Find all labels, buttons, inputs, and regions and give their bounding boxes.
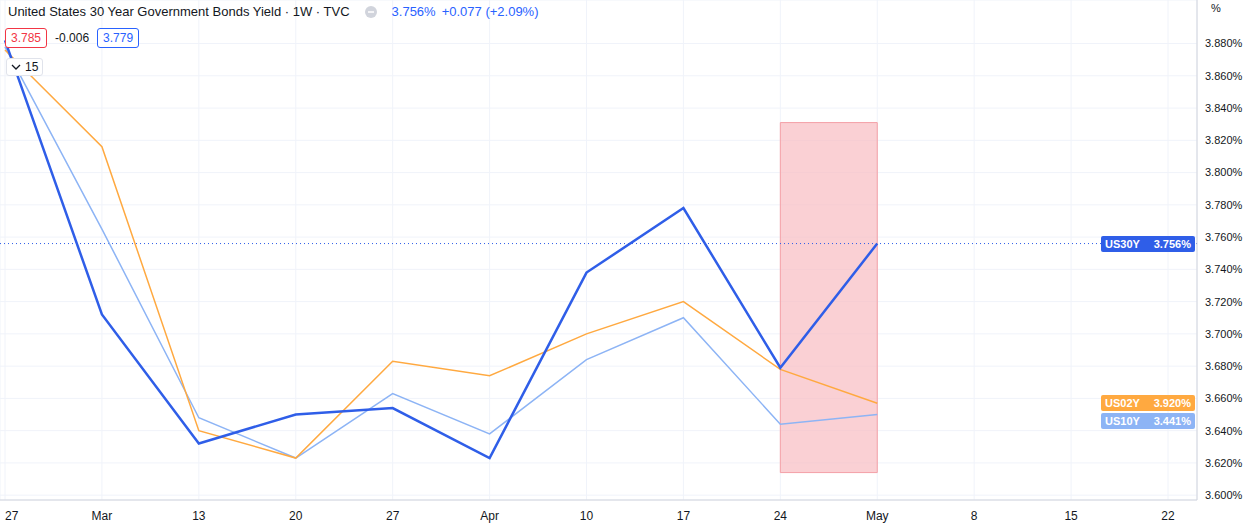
html-text:15: 15 <box>25 60 39 74</box>
svg-text:3.660%: 3.660% <box>1205 392 1243 404</box>
svg-text:3.700%: 3.700% <box>1205 328 1243 340</box>
svg-text:24: 24 <box>774 509 788 523</box>
svg-text:27: 27 <box>8 509 19 523</box>
svg-text:Mar: Mar <box>92 509 113 523</box>
html-text:US30Y: US30Y <box>1105 237 1140 250</box>
svg-text:8: 8 <box>971 509 978 523</box>
svg-text:15: 15 <box>1064 509 1078 523</box>
svg-text:3.820%: 3.820% <box>1205 134 1243 146</box>
html-text:3.756%: 3.756% <box>1153 237 1191 250</box>
svg-text:Apr: Apr <box>480 509 499 523</box>
html-text:3.779: 3.779 <box>103 31 134 45</box>
svg-text:22: 22 <box>1161 509 1175 523</box>
html-text:3.756% +0.077 (+2.09%): 3.756% +0.077 (+2.09%) <box>391 4 539 19</box>
svg-text:3.780%: 3.780% <box>1205 199 1243 211</box>
svg-text:3.760%: 3.760% <box>1205 231 1243 243</box>
svg-text:3.680%: 3.680% <box>1205 360 1243 372</box>
svg-text:17: 17 <box>677 509 691 523</box>
html-text:3.920%: 3.920% <box>1153 397 1191 410</box>
svg-text:3.840%: 3.840% <box>1205 102 1243 114</box>
svg-text:3.860%: 3.860% <box>1205 70 1243 82</box>
html-text:3.441%: 3.441% <box>1153 415 1191 428</box>
svg-text:10: 10 <box>580 509 594 523</box>
html-text:US10Y: US10Y <box>1105 415 1140 428</box>
svg-text:3.600%: 3.600% <box>1205 489 1243 501</box>
html-text:US02Y: US02Y <box>1105 397 1140 410</box>
svg-text:3.620%: 3.620% <box>1205 457 1243 469</box>
svg-text:3.640%: 3.640% <box>1205 425 1243 437</box>
svg-text:27: 27 <box>386 509 400 523</box>
svg-text:3.740%: 3.740% <box>1205 263 1243 275</box>
svg-text:13: 13 <box>192 509 206 523</box>
html-text:United States 30 Year Governme: United States 30 Year Government Bonds Y… <box>8 4 350 19</box>
svg-text:3.800%: 3.800% <box>1205 166 1243 178</box>
svg-text:20: 20 <box>289 509 303 523</box>
svg-text:3.720%: 3.720% <box>1205 296 1243 308</box>
html-text:-0.006: -0.006 <box>55 31 90 45</box>
svg-text:May: May <box>866 509 889 523</box>
html-text:3.785: 3.785 <box>11 31 41 45</box>
svg-text:3.880%: 3.880% <box>1205 37 1243 49</box>
